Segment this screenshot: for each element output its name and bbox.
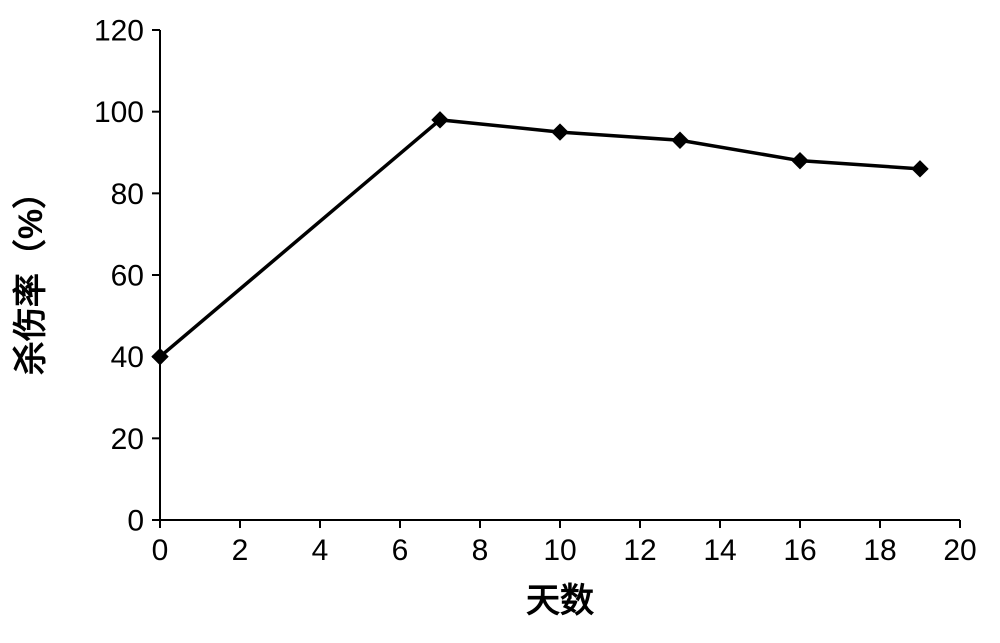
x-tick-label: 14: [703, 534, 736, 567]
x-axis-title: 天数: [526, 582, 594, 620]
x-tick-label: 18: [863, 534, 896, 567]
y-tick-label: 0: [127, 505, 144, 538]
x-tick-label: 20: [943, 534, 976, 567]
chart-svg: 0 2 4 6 8 10 12 14 16 18 20 0 20 40 60 80 100 120 天数 杀伤率（%）: [0, 0, 1000, 643]
series-line: [160, 120, 920, 357]
data-point: [792, 153, 808, 169]
y-tick-label: 80: [111, 178, 144, 211]
x-tick-label: 4: [312, 534, 329, 567]
x-tick-label: 16: [783, 534, 816, 567]
x-tick-label: 0: [152, 534, 169, 567]
data-point: [552, 124, 568, 140]
y-tick-label: 40: [111, 341, 144, 374]
x-tick-label: 6: [392, 534, 409, 567]
x-tick-label: 10: [543, 534, 576, 567]
data-point: [672, 132, 688, 148]
chart-container: 0 2 4 6 8 10 12 14 16 18 20 0 20 40 60 80 100 120 天数 杀伤率（%）: [0, 0, 1000, 643]
y-axis-title: 杀伤率（%）: [11, 175, 50, 375]
y-tick-label: 20: [111, 423, 144, 456]
data-point: [912, 161, 928, 177]
x-tick-label: 2: [232, 534, 249, 567]
y-tick-label: 60: [111, 260, 144, 293]
y-tick-label: 100: [94, 96, 144, 129]
y-tick-label: 120: [94, 15, 144, 48]
x-tick-label: 12: [623, 534, 656, 567]
x-tick-label: 8: [472, 534, 489, 567]
